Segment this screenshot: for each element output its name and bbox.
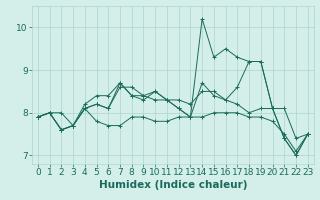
X-axis label: Humidex (Indice chaleur): Humidex (Indice chaleur) xyxy=(99,180,247,190)
